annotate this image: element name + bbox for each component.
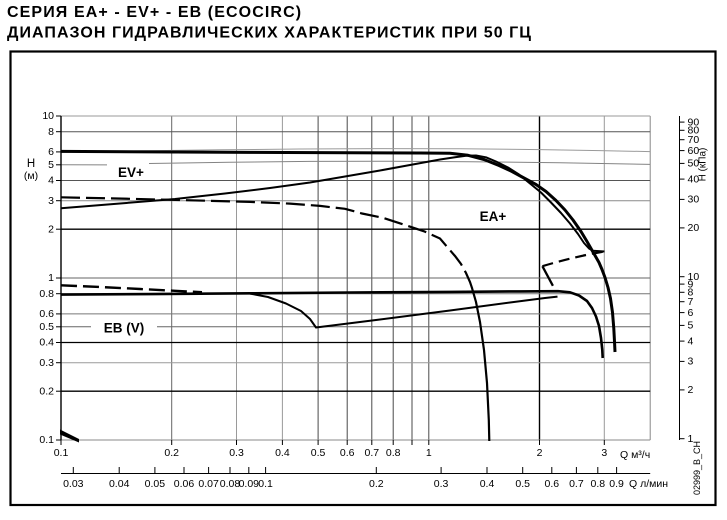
svg-text:0.5: 0.5 xyxy=(515,478,530,490)
svg-text:0.2: 0.2 xyxy=(369,478,384,490)
svg-text:0.6: 0.6 xyxy=(544,478,559,490)
svg-text:0.09: 0.09 xyxy=(239,478,260,490)
svg-text:8: 8 xyxy=(688,287,694,299)
svg-text:6: 6 xyxy=(688,307,694,319)
svg-text:9: 9 xyxy=(688,278,694,290)
svg-text:0.2: 0.2 xyxy=(39,385,54,397)
svg-text:0.3: 0.3 xyxy=(229,447,244,459)
svg-text:0.4: 0.4 xyxy=(39,337,54,349)
svg-text:0.6: 0.6 xyxy=(340,447,355,459)
svg-text:0.2: 0.2 xyxy=(164,447,179,459)
svg-text:0.4: 0.4 xyxy=(480,478,495,490)
svg-text:70: 70 xyxy=(688,134,700,146)
svg-text:3: 3 xyxy=(688,356,694,368)
svg-text:5: 5 xyxy=(48,159,54,171)
svg-text:20: 20 xyxy=(688,222,700,234)
svg-text:2: 2 xyxy=(688,384,694,396)
svg-text:0.8: 0.8 xyxy=(590,478,605,490)
svg-text:0.6: 0.6 xyxy=(39,308,54,320)
svg-text:30: 30 xyxy=(688,194,700,206)
svg-text:0.08: 0.08 xyxy=(220,478,241,490)
svg-text:1: 1 xyxy=(48,272,54,284)
svg-text:7: 7 xyxy=(688,296,694,308)
svg-text:0.9: 0.9 xyxy=(609,478,624,490)
svg-text:3: 3 xyxy=(601,447,607,459)
svg-text:10: 10 xyxy=(688,271,700,283)
svg-text:(м): (м) xyxy=(24,170,38,182)
svg-text:2: 2 xyxy=(537,447,543,459)
svg-text:0.1: 0.1 xyxy=(39,434,54,446)
svg-text:Q м³/ч: Q м³/ч xyxy=(620,449,650,461)
svg-text:EB (V): EB (V) xyxy=(104,321,145,336)
svg-text:0.7: 0.7 xyxy=(569,478,584,490)
svg-text:Q л/мин: Q л/мин xyxy=(629,478,668,490)
svg-text:0.8: 0.8 xyxy=(386,447,401,459)
svg-text:8: 8 xyxy=(48,126,54,138)
svg-text:0.03: 0.03 xyxy=(63,478,84,490)
svg-text:0.05: 0.05 xyxy=(145,478,166,490)
svg-text:0.8: 0.8 xyxy=(39,288,54,300)
svg-text:0.07: 0.07 xyxy=(198,478,219,490)
svg-text:4: 4 xyxy=(48,175,54,187)
svg-text:0.3: 0.3 xyxy=(434,478,449,490)
svg-text:0.5: 0.5 xyxy=(311,447,326,459)
svg-text:6: 6 xyxy=(48,146,54,158)
svg-text:0.4: 0.4 xyxy=(275,447,290,459)
svg-text:02999_B_CH: 02999_B_CH xyxy=(692,441,702,495)
svg-text:90: 90 xyxy=(688,116,700,128)
svg-text:5: 5 xyxy=(688,320,694,332)
svg-text:1: 1 xyxy=(426,447,432,459)
svg-text:40: 40 xyxy=(688,173,700,185)
svg-text:0.5: 0.5 xyxy=(39,321,54,333)
svg-text:0.06: 0.06 xyxy=(174,478,195,490)
svg-text:2: 2 xyxy=(48,223,54,235)
svg-text:H (кПа): H (кПа) xyxy=(698,148,709,182)
svg-text:0.1: 0.1 xyxy=(54,447,69,459)
svg-text:ДИАПАЗОН ГИДРАВЛИЧЕСКИХ ХАРАКТ: ДИАПАЗОН ГИДРАВЛИЧЕСКИХ ХАРАКТЕРИСТИК ПР… xyxy=(7,25,532,42)
svg-text:4: 4 xyxy=(688,335,694,347)
svg-text:0.04: 0.04 xyxy=(109,478,130,490)
svg-text:EV+: EV+ xyxy=(118,165,144,180)
svg-text:0.1: 0.1 xyxy=(258,478,273,490)
svg-text:3: 3 xyxy=(48,195,54,207)
svg-text:50: 50 xyxy=(688,158,700,170)
svg-text:0.3: 0.3 xyxy=(39,357,54,369)
svg-text:80: 80 xyxy=(688,125,700,137)
svg-text:H: H xyxy=(27,158,35,170)
svg-text:60: 60 xyxy=(688,145,700,157)
svg-text:СЕРИЯ EA+ - EV+ - EB (ECOCIRC): СЕРИЯ EA+ - EV+ - EB (ECOCIRC) xyxy=(7,4,302,21)
svg-text:10: 10 xyxy=(42,110,54,122)
svg-text:EA+: EA+ xyxy=(480,209,507,224)
svg-text:0.7: 0.7 xyxy=(364,447,379,459)
svg-text:1: 1 xyxy=(688,433,694,445)
